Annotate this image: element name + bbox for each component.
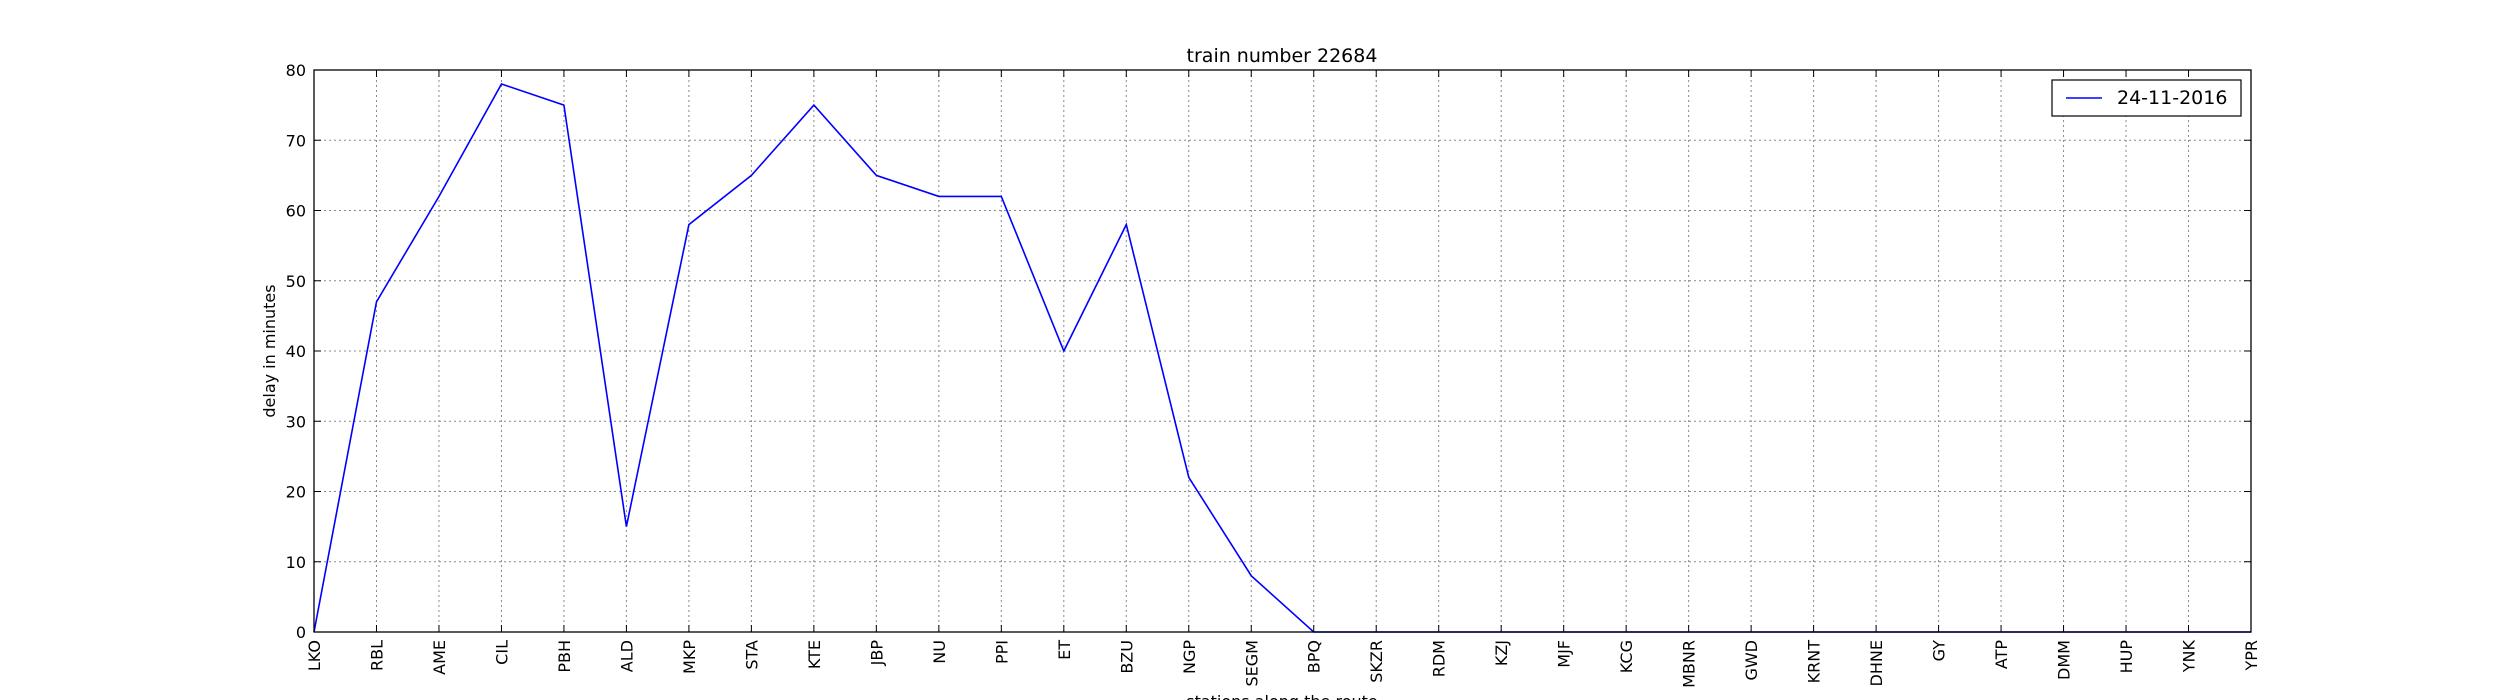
x-tick-label: KCG bbox=[1617, 640, 1636, 673]
y-tick-label: 30 bbox=[286, 412, 306, 431]
x-tick-label: STA bbox=[742, 640, 761, 670]
x-axis-label: stations along the route bbox=[1186, 692, 1378, 700]
x-tick-label: SEGM bbox=[1242, 640, 1261, 686]
x-tick-label: KZJ bbox=[1492, 640, 1511, 666]
x-tick-label: RDM bbox=[1430, 640, 1449, 677]
x-axis-ticks: LKO RBL AME CIL PBH ALD MKP STA KTE JBP NU PPI ET BZU… bbox=[305, 70, 2261, 688]
legend-entry-label: 24-11-2016 bbox=[2117, 87, 2227, 109]
x-tick-label: BZU bbox=[1117, 640, 1136, 674]
x-tick-label: YPR bbox=[2242, 640, 2261, 672]
x-tick-label: KTE bbox=[805, 640, 824, 669]
y-axis-ticks: 0 10 20 30 40 50 60 70 80 bbox=[286, 61, 2251, 642]
x-tick-label: ALD bbox=[617, 640, 636, 672]
x-tick-label: AME bbox=[430, 640, 449, 675]
x-tick-label: RBL bbox=[367, 640, 386, 671]
x-tick-label: HUP bbox=[2117, 640, 2136, 674]
x-tick-label: LKO bbox=[305, 640, 324, 671]
x-tick-label: SKZR bbox=[1367, 640, 1386, 683]
y-tick-label: 80 bbox=[286, 61, 306, 80]
x-tick-label: JBP bbox=[867, 640, 886, 667]
x-tick-label: ET bbox=[1055, 640, 1074, 660]
x-tick-label: DMM bbox=[2055, 640, 2074, 680]
plot-area-frame bbox=[313, 69, 2252, 633]
x-tick-label: NGP bbox=[1180, 640, 1199, 674]
y-tick-label: 70 bbox=[286, 131, 306, 150]
y-axis-label: delay in minutes bbox=[260, 284, 279, 417]
y-tick-label: 0 bbox=[296, 623, 306, 642]
x-tick-label: GY bbox=[1930, 640, 1949, 662]
x-tick-label: GWD bbox=[1742, 640, 1761, 681]
x-tick-label: PPI bbox=[992, 640, 1011, 664]
chart-title: train number 22684 bbox=[1187, 45, 1378, 67]
grid-lines bbox=[314, 70, 2251, 632]
y-tick-label: 40 bbox=[286, 342, 306, 361]
x-tick-label: PBH bbox=[555, 640, 574, 673]
x-tick-label: DHNE bbox=[1867, 640, 1886, 686]
x-tick-label: KRNT bbox=[1805, 640, 1824, 684]
x-tick-label: MKP bbox=[680, 640, 699, 674]
y-tick-label: 20 bbox=[286, 483, 306, 502]
x-tick-label: MJF bbox=[1555, 640, 1574, 668]
y-tick-label: 60 bbox=[286, 202, 306, 221]
x-tick-label: YNK bbox=[2180, 639, 2199, 673]
x-tick-label: NU bbox=[930, 640, 949, 664]
x-tick-label: BPQ bbox=[1305, 640, 1324, 673]
y-tick-label: 50 bbox=[286, 272, 306, 291]
legend: 24-11-2016 bbox=[2051, 79, 2242, 117]
x-tick-label: MBNR bbox=[1680, 640, 1699, 688]
x-tick-label: CIL bbox=[492, 640, 511, 665]
y-tick-label: 10 bbox=[286, 553, 306, 572]
x-tick-label: ATP bbox=[1992, 640, 2011, 669]
